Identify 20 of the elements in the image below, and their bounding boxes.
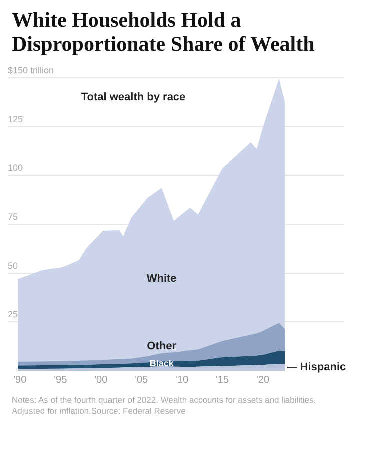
x-tick-label: '95 <box>54 374 68 386</box>
text: Notes: As of the fourth quarter of 2022. Wealth accounts for assets and liabilities. Adjusted for inflation.Source: Federal Reserve <box>12 395 318 417</box>
series-label: White <box>146 273 177 286</box>
y-tick-label: 50 <box>8 260 18 271</box>
x-tick-label: '05 <box>135 374 149 386</box>
y-tick-label: 100 <box>8 163 24 174</box>
y-tick-label: 75 <box>8 212 18 222</box>
annotation: Total wealth by race <box>81 92 186 104</box>
x-tick-label: '90 <box>14 374 28 386</box>
y-tick-label: $150 trillion <box>8 65 54 76</box>
y-tick-label: 25 <box>8 310 18 320</box>
x-tick-label: '20 <box>256 374 270 386</box>
chart-title: White Households Hold a Disproportionate Share of Wealth <box>12 8 316 56</box>
x-tick-label: '00 <box>94 374 108 386</box>
series-label: Other <box>147 340 178 352</box>
series-label: Black <box>150 358 175 369</box>
series-label: Hispanic <box>300 362 346 374</box>
y-tick-label: 125 <box>8 114 24 124</box>
x-tick-label: '10 <box>176 374 190 386</box>
x-tick-label: '15 <box>216 374 230 386</box>
